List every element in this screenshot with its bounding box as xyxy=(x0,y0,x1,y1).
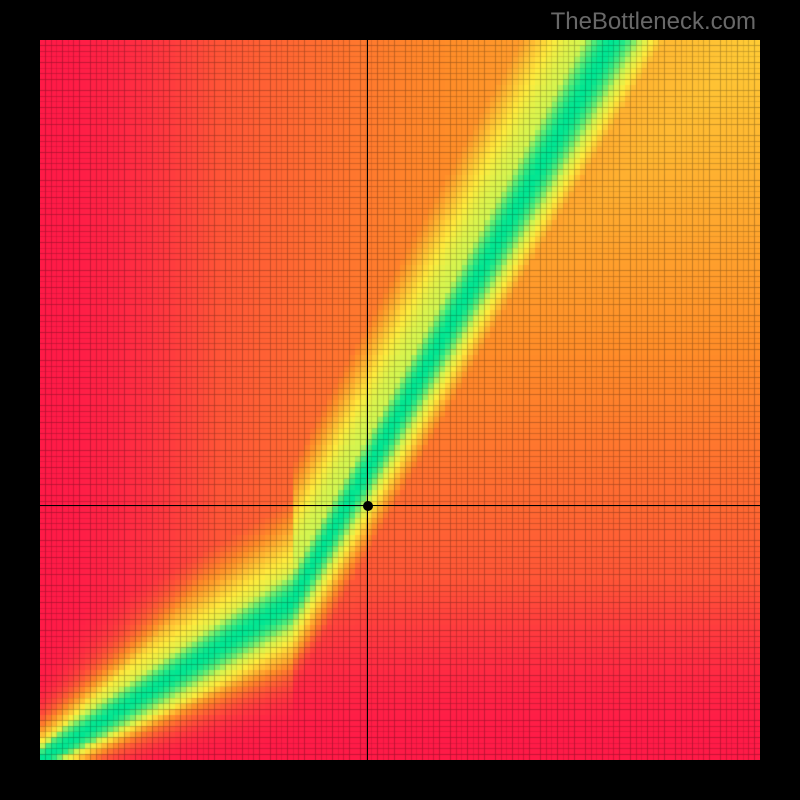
bottleneck-heatmap: TheBottleneck.com xyxy=(0,0,800,800)
watermark-text: TheBottleneck.com xyxy=(551,8,756,36)
crosshair-horizontal xyxy=(40,505,760,506)
crosshair-vertical xyxy=(367,40,368,760)
gradient-canvas xyxy=(40,40,760,760)
crosshair-marker xyxy=(363,501,373,511)
